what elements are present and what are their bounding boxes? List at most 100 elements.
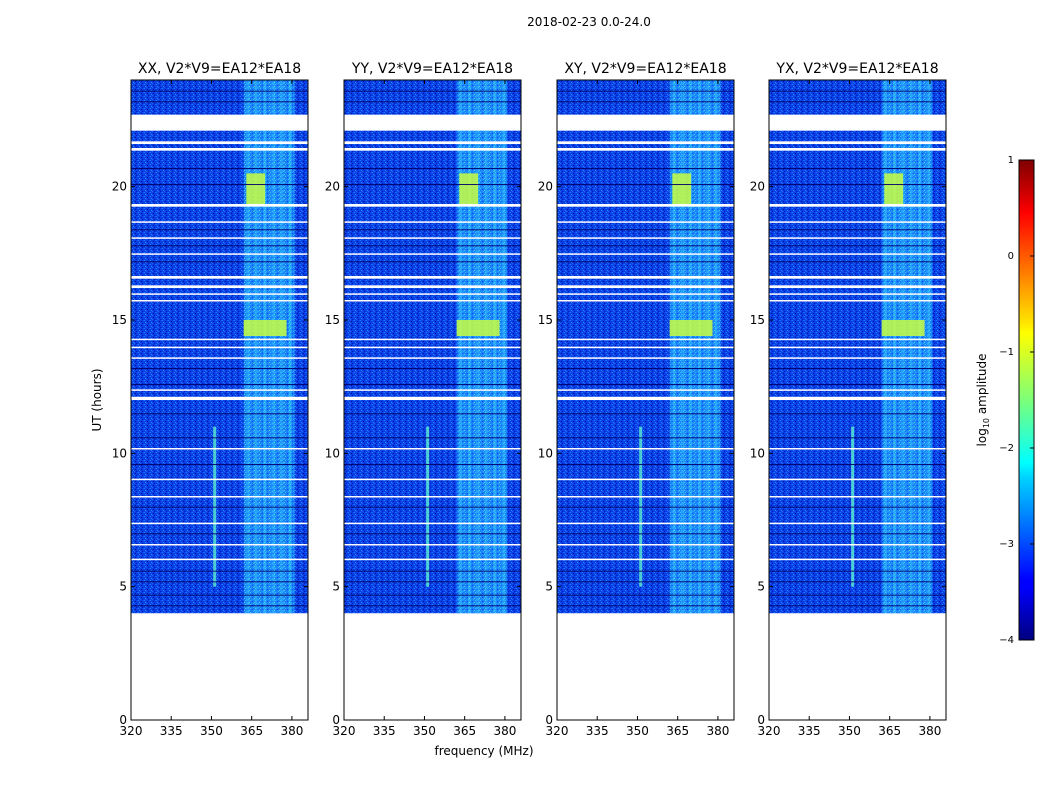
flag-line xyxy=(769,357,946,359)
scan-separator xyxy=(769,437,946,439)
y-tick-label: 15 xyxy=(112,313,127,327)
panel-title: XX, V2*V9=EA12*EA18 xyxy=(138,61,301,77)
y-tick-label: 0 xyxy=(119,713,127,727)
scan-separator xyxy=(344,184,521,185)
x-tick-label: 320 xyxy=(546,724,569,738)
colorbar-tick-label: −3 xyxy=(999,539,1014,550)
x-tick-label: 320 xyxy=(120,724,143,738)
scan-separator xyxy=(131,605,308,607)
y-tick-label: 20 xyxy=(750,180,765,194)
y-tick-label: 15 xyxy=(538,313,553,327)
scan-separator xyxy=(131,570,308,572)
rfi-line xyxy=(426,426,430,587)
flag-line xyxy=(769,221,946,223)
flag-line xyxy=(131,293,308,295)
y-tick-label: 0 xyxy=(332,713,340,727)
rfi-line xyxy=(213,426,217,587)
flag-line xyxy=(131,357,308,359)
flagged-range xyxy=(131,148,308,151)
rfi-hotspot xyxy=(881,320,925,336)
x-axis-label: frequency (MHz) xyxy=(434,744,533,758)
flag-line xyxy=(557,221,734,223)
flag-line xyxy=(344,221,521,223)
x-tick-label: 365 xyxy=(878,724,901,738)
flag-line xyxy=(557,253,734,255)
flag-line xyxy=(557,544,734,546)
panel-title: YX, V2*V9=EA12*EA18 xyxy=(775,61,938,77)
scan-separator xyxy=(557,594,734,596)
flagged-range xyxy=(769,276,946,279)
flag-line xyxy=(769,237,946,239)
flag-line xyxy=(131,544,308,546)
flag-line xyxy=(769,253,946,255)
flag-line xyxy=(131,389,308,391)
flagged-range xyxy=(557,300,734,302)
scan-separator xyxy=(131,464,308,465)
flagged-range xyxy=(344,558,521,561)
panel-title: XY, V2*V9=EA12*EA18 xyxy=(564,61,726,77)
scan-separator xyxy=(344,168,521,169)
scan-separator xyxy=(344,101,521,103)
scan-separator xyxy=(344,464,521,465)
flag-line xyxy=(131,522,308,525)
flag-line xyxy=(557,522,734,525)
scan-separator xyxy=(769,464,946,465)
scan-separator xyxy=(344,384,521,385)
y-tick-label: 0 xyxy=(757,713,765,727)
y-tick-label: 20 xyxy=(112,180,127,194)
scan-separator xyxy=(344,506,521,508)
panel-title: YY, V2*V9=EA12*EA18 xyxy=(351,61,513,77)
flagged-range xyxy=(557,285,734,288)
y-tick-label: 10 xyxy=(325,446,340,460)
scan-separator xyxy=(344,368,521,369)
flagged-range xyxy=(557,276,734,279)
y-tick-label: 10 xyxy=(750,446,765,460)
scan-separator xyxy=(557,570,734,572)
scan-separator xyxy=(769,570,946,572)
y-tick-label: 10 xyxy=(112,446,127,460)
colorbar-label-log: log xyxy=(975,428,989,446)
scan-separator xyxy=(344,533,521,535)
scan-separator xyxy=(131,101,308,103)
flag-line xyxy=(557,357,734,359)
x-tick-label: 365 xyxy=(666,724,689,738)
panel-frame xyxy=(130,79,309,721)
flagged-range xyxy=(557,396,734,400)
scan-separator xyxy=(557,437,734,439)
scan-separator xyxy=(344,229,521,231)
flagged-range xyxy=(557,478,734,481)
flagged-range xyxy=(769,396,946,400)
y-tick-label: 5 xyxy=(757,580,765,594)
colorbar-gradient xyxy=(1018,159,1035,641)
flag-line xyxy=(131,338,308,341)
y-tick-label: 15 xyxy=(750,313,765,327)
colorbar-label: log10 amplitude xyxy=(975,354,991,447)
flag-line xyxy=(131,253,308,255)
y-tick-label: 20 xyxy=(325,180,340,194)
x-tick-label: 380 xyxy=(280,724,303,738)
scan-separator xyxy=(769,581,946,583)
flagged-range xyxy=(131,276,308,279)
flag-line xyxy=(769,448,946,450)
scan-separator xyxy=(557,464,734,465)
flagged-range xyxy=(769,300,946,302)
scan-separator xyxy=(131,229,308,231)
flagged-range xyxy=(769,285,946,288)
flag-line xyxy=(344,522,521,525)
panel-3: YX, V2*V9=EA12*EA18 320 335 350 365 380 0 5 10 15… xyxy=(750,61,947,738)
scan-separator xyxy=(557,384,734,385)
x-tick-label: 380 xyxy=(918,724,941,738)
flagged-range xyxy=(769,114,946,131)
y-tick-label: 5 xyxy=(332,580,340,594)
scan-separator xyxy=(344,261,521,263)
flag-line xyxy=(131,221,308,223)
scan-separator xyxy=(557,90,734,92)
x-tick-label: 335 xyxy=(160,724,183,738)
flagged-range xyxy=(557,141,734,144)
y-axis-label: UT (hours) xyxy=(90,368,104,431)
flag-line xyxy=(344,237,521,239)
flag-line xyxy=(131,237,308,239)
flag-line xyxy=(557,293,734,295)
x-tick-label: 350 xyxy=(626,724,649,738)
figure-suptitle: 2018-02-23 0.0-24.0 xyxy=(527,15,651,29)
